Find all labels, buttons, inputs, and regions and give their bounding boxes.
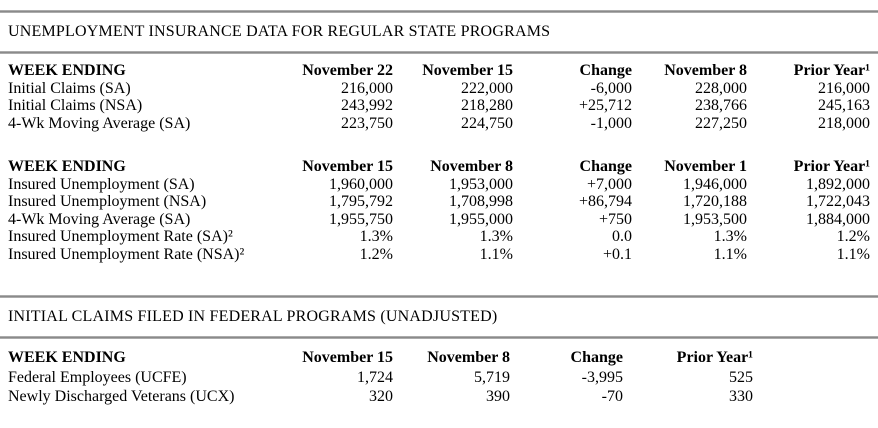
value-cell: 218,280 bbox=[461, 97, 513, 114]
value-cell: 1,884,000 bbox=[806, 210, 870, 228]
value-cell: 1,955,750 bbox=[329, 210, 393, 228]
column-header: Change bbox=[570, 349, 623, 366]
row-label: Insured Unemployment (SA) bbox=[8, 175, 195, 193]
column-header: November 8 bbox=[427, 349, 510, 366]
value-cell: 1.1% bbox=[713, 245, 747, 263]
table-header-row: WEEK ENDING November 15 November 8 Change No… bbox=[8, 158, 870, 176]
table-row: 4-Wk Moving Average (SA) 223,750 224,750 -1… bbox=[8, 115, 870, 133]
column-header: November 22 bbox=[302, 62, 393, 79]
table-row: Insured Unemployment (NSA) 1,795,792 1,708… bbox=[8, 193, 870, 211]
value-cell: 218,000 bbox=[818, 114, 870, 132]
value-cell: -3,995 bbox=[581, 368, 623, 386]
value-cell: 1.2% bbox=[836, 228, 870, 245]
table-row: 4-Wk Moving Average (SA) 1,955,750 1,955,0… bbox=[8, 211, 870, 229]
value-cell: 1.3% bbox=[713, 228, 747, 245]
value-cell: 222,000 bbox=[461, 79, 513, 97]
value-cell: 320 bbox=[369, 388, 393, 405]
column-header: November 8 bbox=[664, 62, 747, 79]
value-cell: 1,955,000 bbox=[449, 210, 513, 228]
value-cell: 390 bbox=[486, 388, 510, 405]
value-cell: 238,766 bbox=[695, 97, 747, 114]
table-row: Initial Claims (NSA) 243,992 218,280 +25,71… bbox=[8, 97, 870, 115]
value-cell: 1,953,500 bbox=[683, 210, 747, 228]
column-header: Change bbox=[579, 62, 632, 79]
row-label: 4-Wk Moving Average (SA) bbox=[8, 210, 191, 228]
value-cell: 1,708,998 bbox=[449, 193, 513, 210]
value-cell: 1.1% bbox=[479, 245, 513, 263]
row-label: Federal Employees (UCFE) bbox=[8, 368, 187, 386]
value-cell: 5,719 bbox=[474, 368, 510, 386]
value-cell: +25,712 bbox=[578, 97, 632, 114]
value-cell: 525 bbox=[729, 368, 753, 386]
value-cell: 1,722,043 bbox=[806, 193, 870, 210]
column-header: Change bbox=[579, 158, 632, 175]
value-cell: 227,250 bbox=[695, 114, 747, 132]
row-label: Initial Claims (SA) bbox=[8, 79, 131, 97]
value-cell: 1.3% bbox=[359, 228, 393, 245]
value-cell: 1,724 bbox=[357, 368, 393, 386]
value-cell: +0.1 bbox=[602, 245, 632, 263]
table-row: Initial Claims (SA) 216,000 222,000 -6,000 2… bbox=[8, 80, 870, 98]
column-header: November 15 bbox=[302, 349, 393, 366]
column-header: Prior Year¹ bbox=[793, 158, 870, 175]
week-ending-column-header: WEEK ENDING bbox=[8, 158, 126, 175]
row-label: Insured Unemployment Rate (NSA)² bbox=[8, 245, 245, 263]
value-cell: 1,960,000 bbox=[329, 175, 393, 193]
column-header: November 15 bbox=[302, 158, 393, 175]
section-title-regular-state-programs: UNEMPLOYMENT INSURANCE DATA FOR REGULAR … bbox=[8, 23, 551, 40]
column-header: November 8 bbox=[430, 158, 513, 175]
value-cell: -1,000 bbox=[590, 114, 632, 132]
table-header-row: WEEK ENDING November 22 November 15 Change N… bbox=[8, 62, 870, 80]
week-ending-column-header: WEEK ENDING bbox=[8, 349, 126, 366]
value-cell: 223,750 bbox=[341, 114, 393, 132]
value-cell: 216,000 bbox=[818, 79, 870, 97]
row-label: Insured Unemployment (NSA) bbox=[8, 193, 207, 210]
column-header: Prior Year¹ bbox=[676, 349, 753, 366]
value-cell: +750 bbox=[598, 210, 632, 228]
value-cell: 1,892,000 bbox=[806, 175, 870, 193]
value-cell: +7,000 bbox=[586, 175, 632, 193]
value-cell: 1,720,188 bbox=[683, 193, 747, 210]
value-cell: 224,750 bbox=[461, 114, 513, 132]
value-cell: 1,795,792 bbox=[329, 193, 393, 210]
value-cell: +86,794 bbox=[578, 193, 632, 210]
row-label: 4-Wk Moving Average (SA) bbox=[8, 114, 191, 132]
value-cell: 228,000 bbox=[695, 79, 747, 97]
section-title-federal-programs: INITIAL CLAIMS FILED IN FEDERAL PROGRAMS… bbox=[8, 308, 498, 325]
horizontal-rule bbox=[0, 295, 878, 298]
row-label: Initial Claims (NSA) bbox=[8, 97, 143, 114]
value-cell: 243,992 bbox=[341, 97, 393, 114]
table-row: Insured Unemployment Rate (SA)² 1.3% 1.3% 0… bbox=[8, 228, 870, 246]
row-label: Insured Unemployment Rate (SA)² bbox=[8, 228, 233, 245]
horizontal-rule bbox=[0, 10, 878, 13]
table-row: Federal Employees (UCFE) 1,724 5,719 -3,995… bbox=[8, 368, 753, 388]
value-cell: -70 bbox=[601, 388, 623, 405]
value-cell: 1.3% bbox=[479, 228, 513, 245]
column-header: November 1 bbox=[664, 158, 747, 175]
table-row: Newly Discharged Veterans (UCX) 320 390 -70… bbox=[8, 387, 753, 407]
column-header: November 15 bbox=[422, 62, 513, 79]
table-row: Insured Unemployment Rate (NSA)² 1.2% 1.1%… bbox=[8, 246, 870, 264]
value-cell: 0.0 bbox=[612, 228, 632, 245]
table-row: Insured Unemployment (SA) 1,960,000 1,953,… bbox=[8, 176, 870, 194]
table-regular-state-initial-claims: WEEK ENDING November 22 November 15 Change N… bbox=[8, 62, 870, 132]
table-regular-state-insured-unemployment: WEEK ENDING November 15 November 8 Change No… bbox=[8, 158, 870, 263]
value-cell: 1,953,000 bbox=[449, 175, 513, 193]
horizontal-rule bbox=[0, 51, 878, 54]
column-header: Prior Year¹ bbox=[793, 62, 870, 79]
table-header-row: WEEK ENDING November 15 November 8 Change Pr… bbox=[8, 348, 753, 368]
value-cell: 330 bbox=[729, 388, 753, 405]
value-cell: 1,946,000 bbox=[683, 175, 747, 193]
value-cell: 245,163 bbox=[818, 97, 870, 114]
table-federal-initial-claims: WEEK ENDING November 15 November 8 Change Pr… bbox=[8, 348, 753, 407]
value-cell: 1.2% bbox=[359, 245, 393, 263]
value-cell: 216,000 bbox=[341, 79, 393, 97]
horizontal-rule bbox=[0, 336, 878, 339]
value-cell: 1.1% bbox=[836, 245, 870, 263]
row-label: Newly Discharged Veterans (UCX) bbox=[8, 388, 235, 405]
document: UNEMPLOYMENT INSURANCE DATA FOR REGULAR … bbox=[0, 10, 878, 407]
week-ending-column-header: WEEK ENDING bbox=[8, 62, 126, 79]
value-cell: -6,000 bbox=[590, 79, 632, 97]
